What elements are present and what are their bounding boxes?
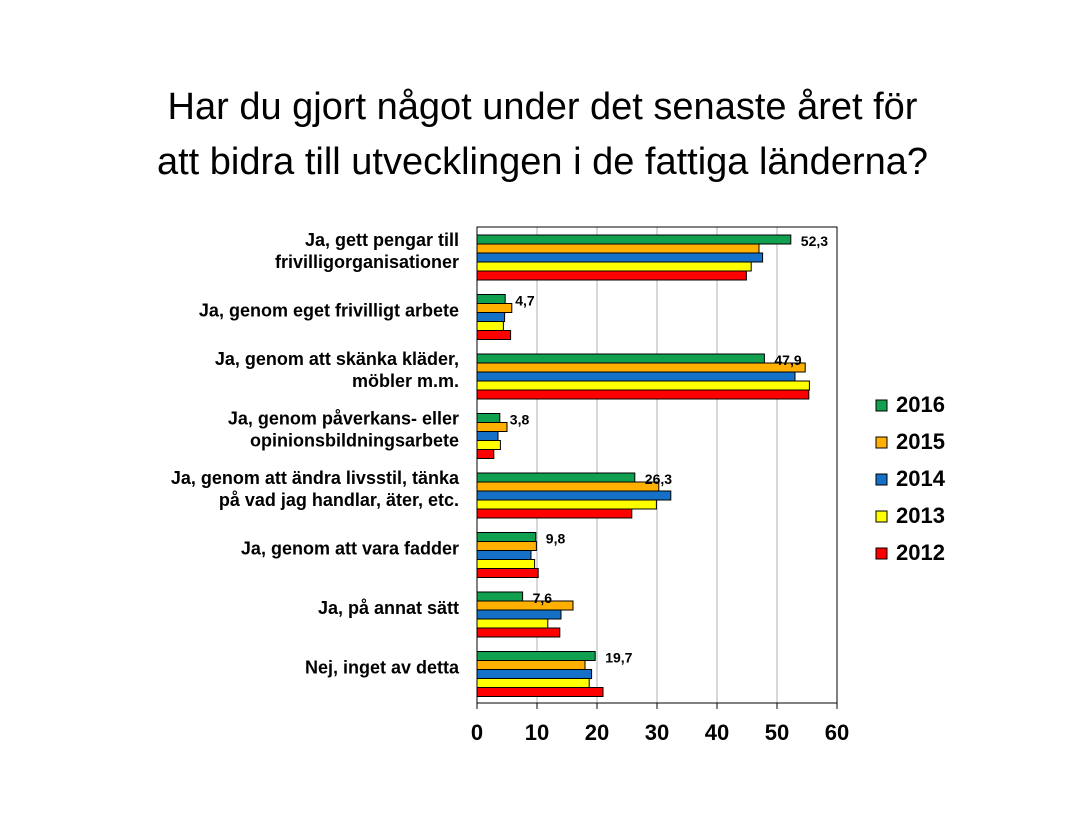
legend-swatch-2014	[875, 473, 888, 486]
bar-2015-2	[476, 362, 806, 373]
chart-title: Har du gjort något under det senaste åre…	[0, 80, 1085, 190]
bar-2012-7	[476, 687, 604, 697]
bar-2015-7	[476, 660, 586, 670]
bar-2012-1	[476, 330, 512, 340]
bar-2016-7	[476, 651, 596, 661]
category-label-1-0: Ja, genom eget frivilligt arbete	[199, 300, 459, 320]
bar-2012-3	[476, 449, 495, 459]
bar-2014-0	[476, 252, 764, 263]
bar-2012-6	[476, 627, 561, 638]
bar-2013-2	[476, 380, 810, 391]
data-label-6: 7,6	[533, 590, 553, 606]
bar-2016-3	[476, 413, 501, 423]
data-label-1: 4,7	[515, 293, 535, 309]
data-label-2: 47,9	[774, 352, 801, 368]
x-tick-label-20: 20	[585, 720, 609, 745]
category-label-2-0: Ja, genom att skänka kläder,	[215, 349, 459, 369]
legend-swatch-2015	[875, 436, 888, 449]
bar-2012-2	[476, 389, 810, 400]
bar-2013-4	[476, 499, 657, 510]
bar-2016-0	[476, 234, 792, 245]
category-label-6-0: Ja, på annat sätt	[318, 598, 459, 618]
category-label-7-0: Nej, inget av detta	[305, 657, 460, 677]
x-tick-label-40: 40	[705, 720, 729, 745]
data-label-4: 26,3	[645, 471, 672, 487]
bar-2014-2	[476, 371, 796, 382]
bar-2014-6	[476, 609, 562, 620]
bar-2016-4	[476, 472, 636, 483]
bar-2015-4	[476, 481, 660, 492]
bar-2016-5	[476, 532, 537, 542]
legend-label-2014: 2014	[896, 466, 946, 491]
bar-2015-6	[476, 600, 574, 611]
legend-swatch-2013	[875, 510, 888, 523]
category-label-0-0: Ja, gett pengar till	[305, 230, 459, 250]
legend-label-2015: 2015	[896, 429, 945, 454]
category-label-3-1: opinionsbildningsarbete	[250, 430, 459, 450]
data-label-7: 19,7	[605, 650, 632, 666]
bar-2016-2	[476, 353, 765, 364]
chart-title-line-2: att bidra till utvecklingen i de fattiga…	[156, 141, 929, 183]
bar-2016-1	[476, 294, 506, 304]
bar-2014-4	[476, 490, 672, 501]
chart-title-line-1: Har du gjort något under det senaste åre…	[167, 86, 918, 128]
x-tick-label-0: 0	[471, 720, 483, 745]
data-label-5: 9,8	[546, 531, 566, 547]
bar-2015-5	[476, 541, 537, 551]
category-label-4-0: Ja, genom att ändra livsstil, tänka	[171, 468, 460, 488]
bar-2012-4	[476, 508, 633, 519]
data-label-3: 3,8	[510, 412, 530, 428]
x-tick-label-30: 30	[645, 720, 669, 745]
x-tick-label-10: 10	[525, 720, 549, 745]
bar-2016-6	[476, 591, 524, 602]
bar-2014-5	[476, 550, 532, 560]
category-label-2-1: möbler m.m.	[352, 371, 459, 391]
legend-swatch-2016	[875, 399, 888, 412]
category-label-4-1: på vad jag handlar, äter, etc.	[219, 490, 459, 510]
bar-2014-7	[476, 669, 593, 679]
bar-2012-0	[476, 270, 747, 281]
bar-2013-3	[476, 440, 501, 450]
legend-label-2012: 2012	[896, 540, 945, 565]
bar-2015-3	[476, 422, 508, 432]
bar-2014-1	[476, 312, 506, 322]
legend-label-2013: 2013	[896, 503, 945, 528]
bar-2015-0	[476, 243, 760, 254]
bar-2012-5	[476, 568, 539, 578]
category-label-0-1: frivilligorganisationer	[275, 252, 459, 272]
data-label-0: 52,3	[801, 233, 828, 249]
bar-2014-3	[476, 431, 499, 441]
bar-2013-6	[476, 618, 549, 629]
legend-swatch-2012	[875, 547, 888, 560]
bar-2013-1	[476, 321, 504, 331]
x-tick-label-60: 60	[825, 720, 849, 745]
bar-2013-7	[476, 678, 590, 688]
bar-2013-5	[476, 559, 536, 569]
x-tick-label-50: 50	[765, 720, 789, 745]
bar-2015-1	[476, 303, 513, 313]
category-label-3-0: Ja, genom påverkans- eller	[228, 408, 459, 428]
category-label-5-0: Ja, genom att vara fadder	[241, 538, 459, 558]
bar-2013-0	[476, 261, 752, 272]
legend-label-2016: 2016	[896, 392, 945, 417]
